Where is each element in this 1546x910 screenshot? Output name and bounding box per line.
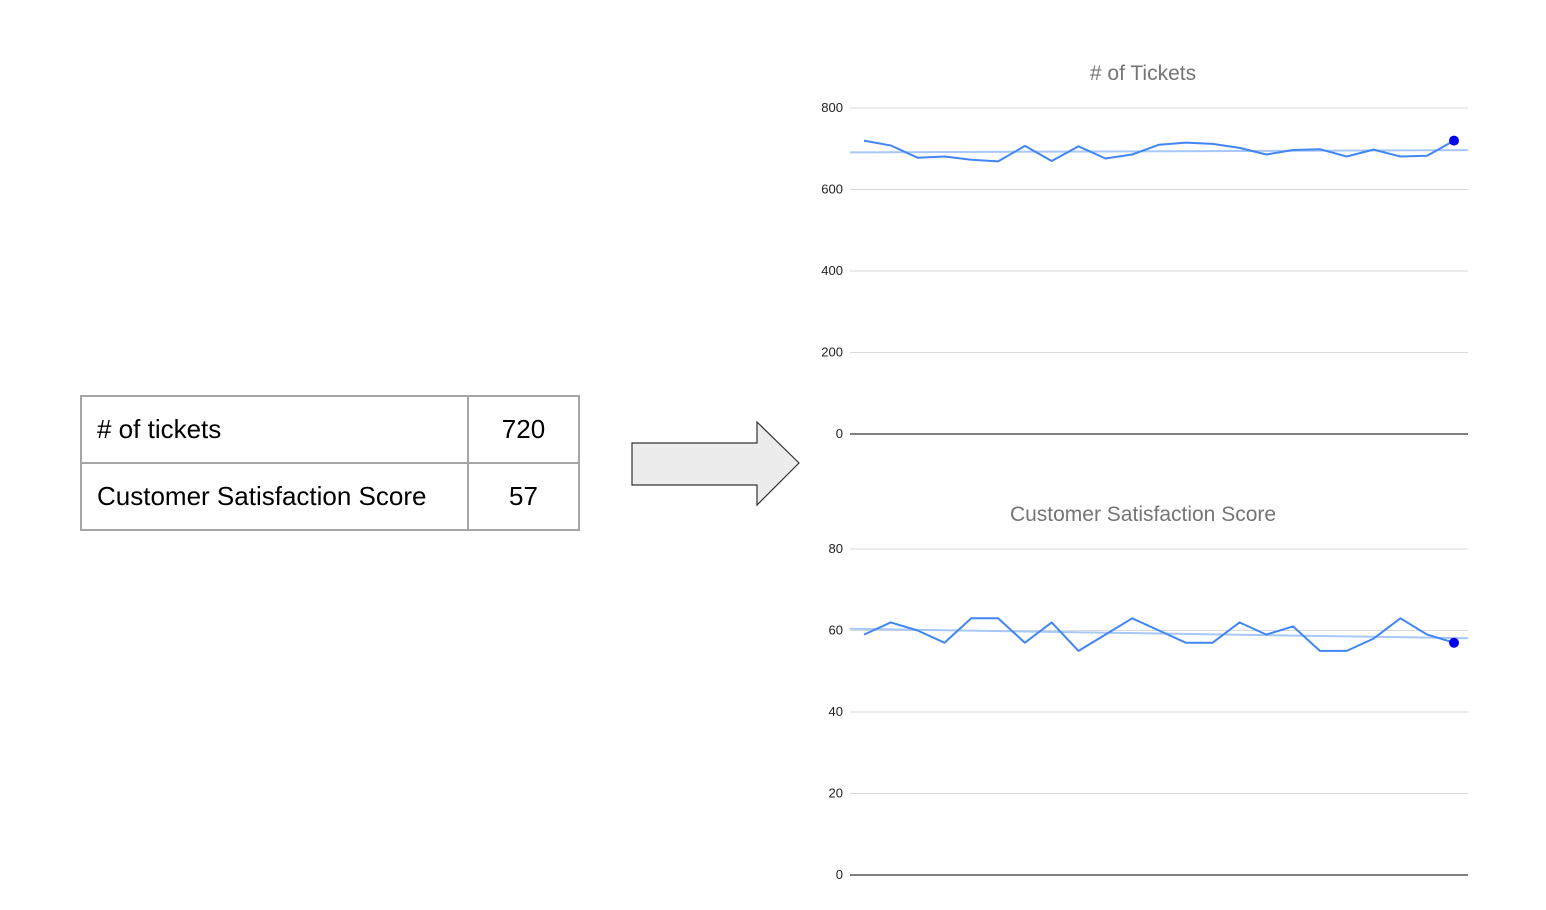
last-data-point bbox=[1449, 135, 1459, 146]
y-tick-label: 200 bbox=[821, 345, 843, 360]
y-tick-label: 800 bbox=[821, 100, 843, 115]
y-tick-label: 20 bbox=[829, 786, 843, 801]
trendline bbox=[849, 627, 1469, 640]
trendline bbox=[849, 149, 1469, 154]
table-row: Customer Satisfaction Score 57 bbox=[80, 462, 580, 531]
right-arrow-icon bbox=[631, 420, 800, 507]
series-line bbox=[863, 139, 1455, 163]
metric-value: 720 bbox=[467, 395, 580, 464]
y-tick-label: 400 bbox=[821, 263, 843, 278]
series-line bbox=[863, 617, 1455, 652]
metrics-table: # of tickets 720 Customer Satisfaction S… bbox=[80, 395, 580, 531]
metric-label: # of tickets bbox=[80, 395, 469, 464]
chart-title: Customer Satisfaction Score bbox=[1010, 503, 1276, 526]
arrow-shape bbox=[631, 420, 800, 507]
y-tick-label: 600 bbox=[821, 182, 843, 197]
y-tick-label: 80 bbox=[829, 541, 843, 556]
table-row: # of tickets 720 bbox=[80, 395, 580, 464]
satisfaction-chart: Customer Satisfaction Score 0 20 40 60 80 bbox=[829, 503, 1469, 882]
tickets-chart: # of Tickets 0 200 400 600 800 bbox=[821, 62, 1469, 441]
y-tick-label: 60 bbox=[829, 623, 843, 638]
metric-value: 57 bbox=[467, 462, 580, 531]
y-tick-label: 0 bbox=[836, 426, 843, 441]
last-data-point bbox=[1449, 637, 1459, 648]
y-tick-label: 0 bbox=[836, 867, 843, 882]
metric-label: Customer Satisfaction Score bbox=[80, 462, 469, 531]
y-tick-label: 40 bbox=[829, 704, 843, 719]
chart-title: # of Tickets bbox=[1090, 62, 1196, 85]
